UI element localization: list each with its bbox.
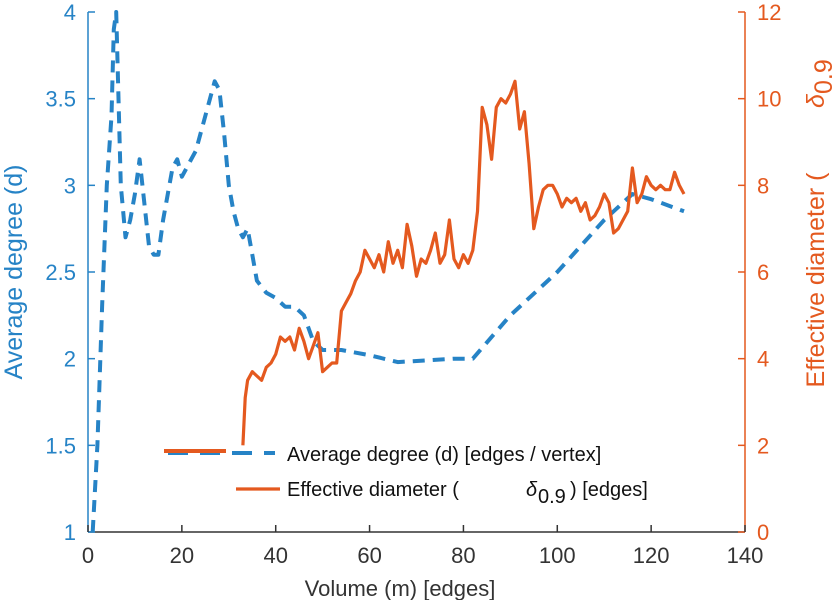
legend-label-effective-diameter: Effective diameter ( bbox=[287, 479, 459, 501]
left-tick-label: 1 bbox=[64, 520, 76, 545]
left-tick-label: 4 bbox=[64, 0, 76, 25]
y-axis-right-title: Effective diameter ( δ 0.9 bbox=[802, 59, 838, 387]
left-axis-ticks: 1 1.5 2 2.5 3 3.5 4 bbox=[45, 0, 95, 545]
x-tick-label: 100 bbox=[539, 543, 576, 568]
left-tick-label: 2.5 bbox=[45, 260, 76, 285]
x-tick-label: 20 bbox=[170, 543, 194, 568]
legend-label-delta-symbol: δ bbox=[526, 479, 538, 501]
x-tick-label: 0 bbox=[82, 543, 94, 568]
left-tick-label: 3 bbox=[64, 173, 76, 198]
left-tick-label: 2 bbox=[64, 347, 76, 372]
left-tick-label: 1.5 bbox=[45, 433, 76, 458]
legend-label-delta-subscript: 0.9 bbox=[538, 486, 566, 508]
svg-text:0.9: 0.9 bbox=[810, 59, 838, 94]
left-tick-label: 3.5 bbox=[45, 87, 76, 112]
x-tick-label: 40 bbox=[263, 543, 287, 568]
legend: Average degree (d) [edges / vertex] Effe… bbox=[164, 444, 648, 508]
y-axis-left-title: Average degree (d) bbox=[0, 165, 28, 380]
x-tick-label: 140 bbox=[727, 543, 764, 568]
right-tick-label: 10 bbox=[757, 87, 781, 112]
svg-text:δ: δ bbox=[802, 93, 830, 108]
x-axis-title: Volume (m) [edges] bbox=[305, 576, 496, 600]
series-effective-diameter-line bbox=[241, 79, 686, 446]
right-tick-label: 4 bbox=[757, 347, 769, 372]
x-axis-ticks: 0 20 40 60 80 100 120 140 bbox=[82, 525, 763, 568]
right-tick-label: 0 bbox=[757, 520, 769, 545]
x-tick-label: 60 bbox=[357, 543, 381, 568]
svg-text:Effective diameter (: Effective diameter ( bbox=[802, 172, 830, 388]
x-tick-label: 80 bbox=[451, 543, 475, 568]
x-tick-label: 120 bbox=[633, 543, 670, 568]
right-tick-label: 12 bbox=[757, 0, 781, 25]
right-tick-label: 6 bbox=[757, 260, 769, 285]
right-tick-label: 8 bbox=[757, 173, 769, 198]
legend-label-effective-diameter-suffix: ) [edges] bbox=[570, 479, 648, 501]
right-tick-label: 2 bbox=[757, 433, 769, 458]
legend-label-average-degree: Average degree (d) [edges / vertex] bbox=[287, 444, 601, 466]
right-axis-ticks: 0 2 4 6 8 10 12 bbox=[738, 0, 781, 545]
